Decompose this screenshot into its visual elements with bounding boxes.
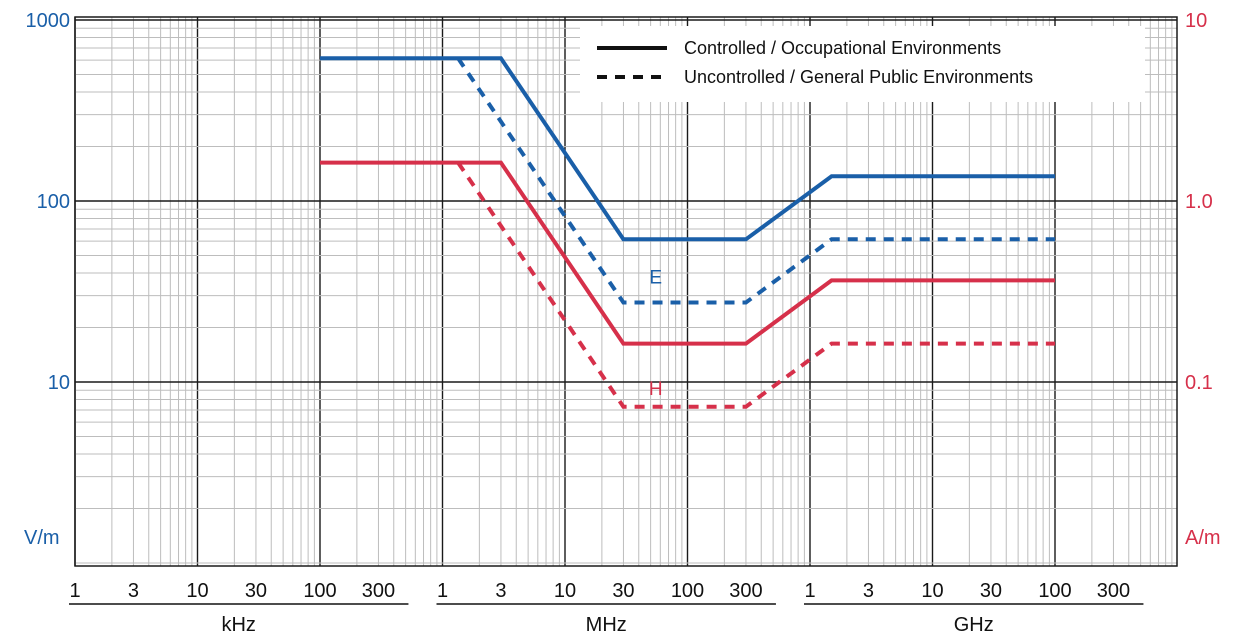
x-axis-tick-label: 3 [128,580,139,602]
x-axis-group-label: MHz [586,614,627,636]
x-axis-tick-label: 1 [437,580,448,602]
x-axis-tick-label: 30 [245,580,267,602]
series-label-h: H [649,379,663,400]
x-axis-tick-label: 30 [980,580,1002,602]
x-axis-tick-label: 100 [303,580,336,602]
legend: Controlled / Occupational Environments U… [580,26,1145,102]
axes: V/m A/m 1000 100 10 10 1.0 0.1 1 3 10 30 100 300 1 3 1… [24,10,1221,636]
right-axis-tick-label: 1.0 [1185,191,1213,213]
legend-entry-controlled: Controlled / Occupational Environments [684,38,1001,58]
plot-frame [74,16,1178,567]
x-axis-tick-label: 300 [729,580,762,602]
left-axis-tick-label: 10 [48,372,70,394]
x-axis-tick-label: 1 [804,580,815,602]
x-axis-tick-label: 100 [1038,580,1071,602]
series-e-solid [320,56,1055,242]
left-axis-unit: V/m [24,527,60,549]
x-axis-tick-label: 10 [921,580,943,602]
x-axis-tick-label: 10 [554,580,576,602]
x-axis-group-label: GHz [954,614,994,636]
series-h-solid [320,160,1055,346]
right-axis-unit: A/m [1185,527,1221,549]
legend-entry-uncontrolled: Uncontrolled / General Public Environmen… [684,67,1033,87]
x-axis-tick-label: 300 [362,580,395,602]
grid [74,16,1178,567]
right-axis-tick-label: 0.1 [1185,372,1213,394]
x-axis-tick-label: 300 [1097,580,1130,602]
legend-box [580,26,1145,102]
x-axis-tick-label: 10 [186,580,208,602]
left-axis-tick-label: 1000 [26,10,71,32]
x-axis-tick-label: 3 [495,580,506,602]
x-axis-tick-label: 3 [863,580,874,602]
series-e-dashed [456,57,1055,305]
x-axis-tick-label: 1 [69,580,80,602]
series-layer: EH [320,56,1055,409]
series-label-e: E [649,268,662,289]
series-h-dashed [456,161,1055,409]
x-axis-tick-label: 30 [612,580,634,602]
plot-background [75,17,1177,566]
left-axis-tick-label: 100 [37,191,70,213]
right-axis-tick-label: 10 [1185,10,1207,32]
x-axis-group-label: kHz [221,614,255,636]
x-axis-tick-label: 100 [671,580,704,602]
